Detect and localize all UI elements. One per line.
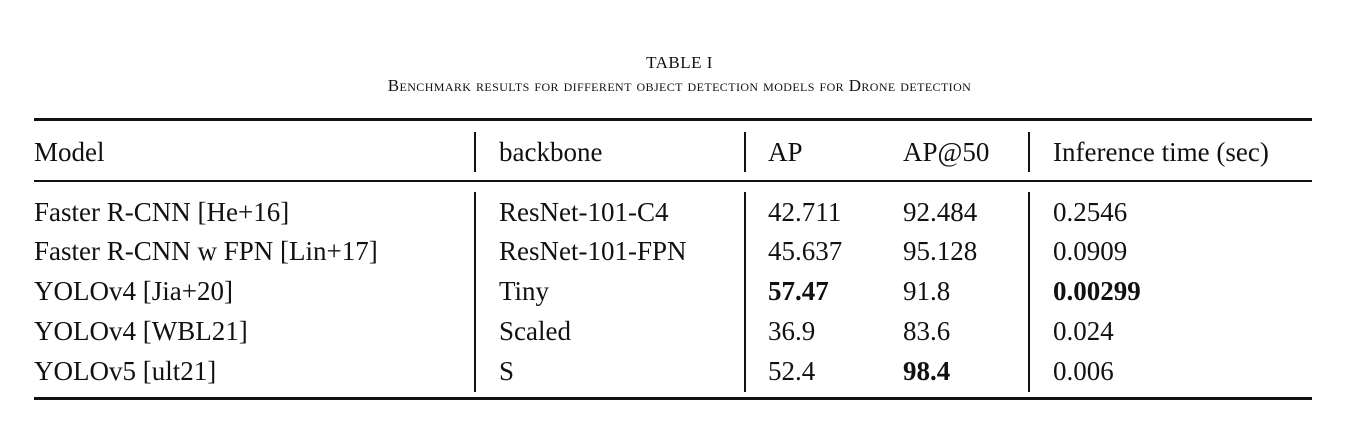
column-separator: [474, 132, 476, 172]
cell-ap50: 98.4: [903, 356, 951, 386]
top-rule: [34, 118, 1312, 121]
header-backbone: backbone: [499, 137, 603, 167]
cell-model: YOLOv4 [WBL21]: [34, 316, 248, 346]
cell-backbone: Tiny: [499, 276, 550, 306]
column-separator: [744, 192, 746, 392]
header-ap50: AP@50: [903, 137, 990, 167]
cell-backbone: ResNet-101-C4: [499, 197, 669, 227]
cell-ap50: 92.484: [903, 197, 978, 227]
header-model: Model: [34, 137, 105, 167]
column-separator: [1028, 192, 1030, 392]
cell-ap50: 95.128: [903, 236, 978, 266]
column-separator: [744, 132, 746, 172]
cell-ap: 52.4: [768, 356, 816, 386]
cell-model: Faster R-CNN [He+16]: [34, 197, 290, 227]
column-separator: [474, 192, 476, 392]
cell-backbone: S: [499, 356, 515, 386]
cell-inference-time: 0.2546: [1053, 197, 1128, 227]
cell-model: YOLOv5 [ult21]: [34, 356, 217, 386]
cell-inference-time: 0.00299: [1053, 276, 1141, 306]
bottom-rule: [34, 397, 1312, 400]
header-inference-time: Inference time (sec): [1053, 137, 1269, 167]
column-separator: [1028, 132, 1030, 172]
cell-backbone: Scaled: [499, 316, 571, 346]
table-title: Benchmark results for different object d…: [387, 76, 972, 95]
header-rule: [34, 180, 1312, 182]
cell-ap50: 83.6: [903, 316, 951, 346]
cell-ap: 45.637: [768, 236, 843, 266]
cell-ap: 36.9: [768, 316, 816, 346]
cell-ap: 57.47: [768, 276, 829, 306]
table-label: TABLE I: [646, 53, 713, 72]
cell-inference-time: 0.006: [1053, 356, 1114, 386]
cell-model: Faster R-CNN w FPN [Lin+17]: [34, 236, 378, 266]
cell-ap50: 91.8: [903, 276, 951, 306]
cell-backbone: ResNet-101-FPN: [499, 236, 687, 266]
cell-model: YOLOv4 [Jia+20]: [34, 276, 233, 306]
cell-ap: 42.711: [768, 197, 842, 227]
cell-inference-time: 0.0909: [1053, 236, 1128, 266]
header-ap: AP: [768, 137, 803, 167]
cell-inference-time: 0.024: [1053, 316, 1114, 346]
